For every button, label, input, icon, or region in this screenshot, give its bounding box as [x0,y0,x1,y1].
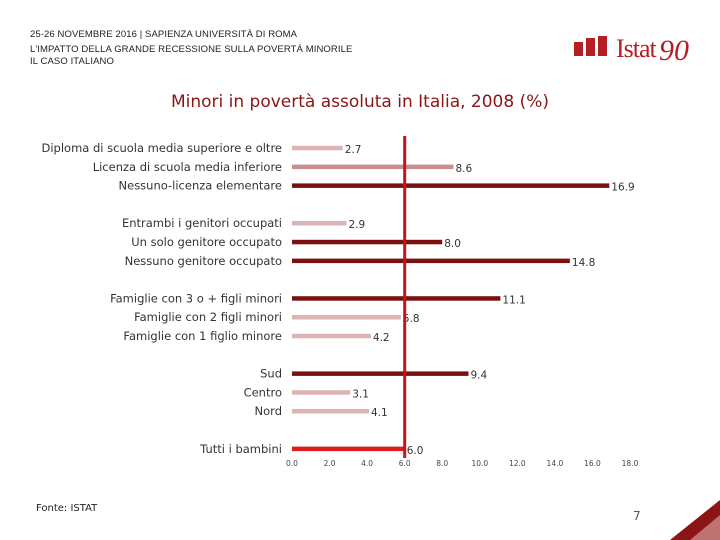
data-label: 4.2 [373,332,390,344]
x-tick-label: 4.0 [361,459,373,468]
logo-anniversary-number: 90 [659,34,689,67]
bar [292,145,343,151]
category-label: Nord [255,404,282,418]
bar [292,333,371,339]
category-label: Nessuno genitore occupato [125,254,282,268]
bar [292,371,469,376]
category-label: Sud [260,367,282,381]
page-number: 7 [633,509,641,523]
source-note: Fonte: ISTAT [36,503,98,514]
category-label: Nessuno-licenza elementare [119,179,282,193]
data-label: 9.4 [471,370,488,382]
category-label: Entrambi i genitori occupati [122,216,282,230]
bar [292,221,347,226]
data-label: 2.9 [349,219,366,231]
data-label: 8.6 [456,163,473,175]
data-label: 5.8 [403,313,420,325]
x-tick-label: 0.0 [286,459,298,468]
data-label: 14.8 [572,257,595,269]
x-tick-label: 14.0 [547,459,564,468]
category-label: Famiglie con 3 o + figli minori [110,291,282,305]
bar [292,315,401,320]
header-event-line: 25-26 NOVEMBRE 2016 | SAPIENZA UNIVERSIT… [30,29,298,40]
data-label: 3.1 [352,388,369,400]
data-label: 4.1 [371,407,388,419]
header-topic-line: L'IMPATTO DELLA GRANDE RECESSIONE SULLA … [30,44,353,55]
bar [292,239,443,245]
corner-decoration [670,500,720,540]
x-tick-label: 6.0 [399,459,411,468]
category-label: Centro [244,385,282,399]
header-subtitle-line: IL CASO ITALIANO [30,56,114,67]
bar [292,258,570,264]
bar [292,164,454,170]
category-label: Tutti i bambini [199,442,282,456]
data-label: 16.9 [611,182,634,194]
bar [292,390,351,395]
category-label: Licenza di scuola media inferiore [93,160,282,174]
x-tick-label: 10.0 [471,459,488,468]
data-label: 6.0 [407,445,424,457]
x-tick-label: 16.0 [584,459,601,468]
bar [292,296,501,301]
istat-logo: Istat 90 [574,34,692,74]
x-tick-label: 18.0 [622,459,639,468]
category-label: Diploma di scuola media superiore e oltr… [42,141,283,155]
category-label: Famiglie con 2 figli minori [134,310,282,324]
logo-text: Istat [616,34,657,63]
category-label: Un solo genitore occupato [131,235,282,249]
data-label: 2.7 [345,144,362,156]
x-tick-label: 12.0 [509,459,526,468]
corner-light-triangle [690,515,720,540]
chart-title: Minori in povertà assoluta in Italia, 20… [170,92,550,112]
bar [292,409,369,414]
bar [292,183,610,188]
category-label: Famiglie con 1 figlio minore [123,329,282,343]
data-label: 11.1 [502,294,525,306]
data-label: 8.0 [444,238,461,250]
x-tick-label: 2.0 [324,459,336,468]
logo-bars-icon [574,36,607,56]
x-tick-label: 8.0 [436,459,448,468]
bar [292,446,405,452]
